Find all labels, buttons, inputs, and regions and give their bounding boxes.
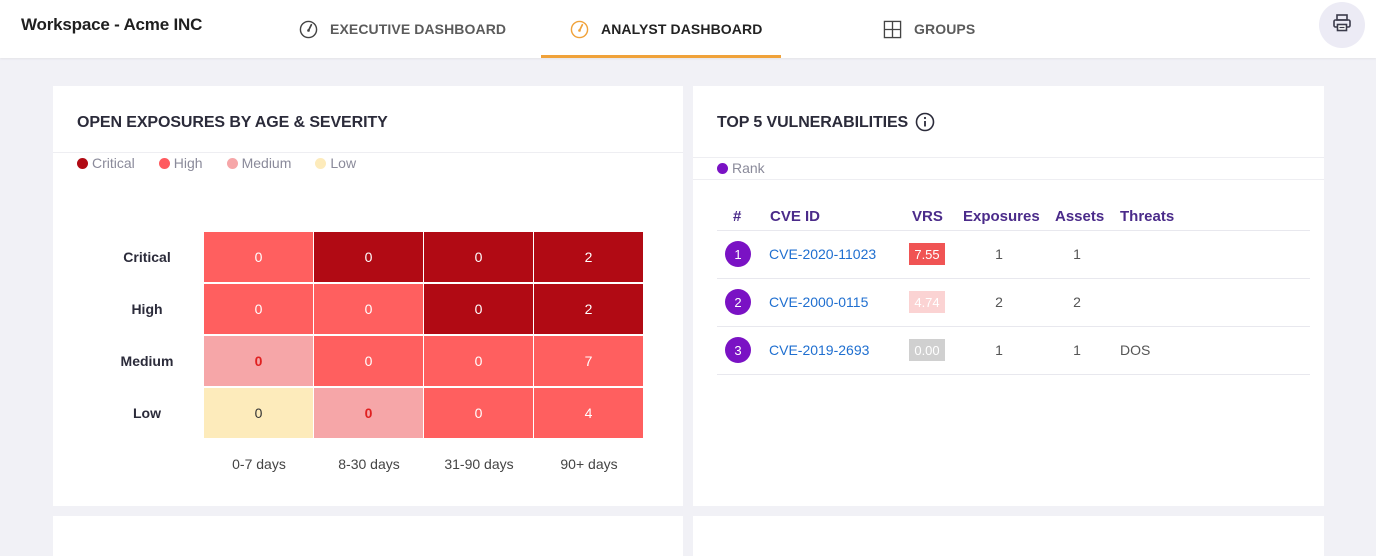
assets-count[interactable]: 2 [1073,294,1081,310]
lower-left-card [53,516,683,556]
legend-item-critical[interactable]: Critical [77,155,135,171]
lower-right-card [693,516,1324,556]
vulnerabilities-legend: Rank [717,160,789,176]
heatmap-cell[interactable]: 2 [534,232,643,282]
heatmap-cell[interactable]: 0 [424,232,533,282]
heatmap-cell[interactable]: 4 [534,388,643,438]
heatmap-cell[interactable]: 0 [204,336,313,386]
legend-swatch [158,157,170,169]
printer-icon [1332,13,1352,38]
tab-label: ANALYST DASHBOARD [601,21,763,37]
row-divider [717,230,1310,231]
cve-link[interactable]: CVE-2019-2693 [769,342,870,358]
rank-badge: 3 [725,337,751,363]
exposures-count[interactable]: 1 [995,342,1003,358]
assets-count[interactable]: 1 [1073,342,1081,358]
threats-value: DOS [1120,342,1151,358]
exposures-count[interactable]: 1 [995,246,1003,262]
vrs-badge: 4.74 [909,291,945,313]
heatmap-cell[interactable]: 0 [204,388,313,438]
legend-label: Critical [92,155,135,171]
column-header-exposures[interactable]: Exposures [963,208,1040,225]
exposures-legend: Critical High Medium Low [77,155,380,171]
tab-executive-dashboard[interactable]: EXECUTIVE DASHBOARD [299,0,506,58]
vrs-badge: 0.00 [909,339,945,361]
heatmap-cell[interactable]: 0 [204,232,313,282]
legend-label: Medium [241,155,292,171]
heatmap-cell[interactable]: 7 [534,336,643,386]
heatmap-row-label: Medium [120,353,174,369]
tab-label: GROUPS [914,21,976,37]
active-tab-indicator [541,55,781,58]
divider [693,157,1324,158]
row-divider [717,278,1310,279]
grid-icon [883,20,902,39]
heatmap-column-label: 31-90 days [444,456,514,472]
tab-analyst-dashboard[interactable]: ANALYST DASHBOARD [570,0,762,58]
heatmap-cell[interactable]: 0 [314,336,423,386]
heatmap-cell[interactable]: 0 [314,284,423,334]
gauge-icon [570,20,589,39]
legend-swatch [717,162,728,174]
heatmap-column-label: 8-30 days [338,456,400,472]
legend-item-medium[interactable]: Medium [226,155,292,171]
heatmap-cell[interactable]: 0 [314,232,423,282]
cve-link[interactable]: CVE-2000-0115 [769,294,869,310]
legend-label: High [173,155,203,171]
legend-item-low[interactable]: Low [315,155,356,171]
legend-swatch [226,157,238,169]
divider [53,152,683,153]
heatmap-cell[interactable]: 0 [424,336,533,386]
column-header-assets[interactable]: Assets [1055,208,1105,225]
row-divider [717,326,1310,327]
heatmap-column-label: 0-7 days [232,456,286,472]
column-header-rank: # [733,208,742,225]
vrs-badge: 7.55 [909,243,945,265]
top-bar: Workspace - Acme INC EXECUTIVE DASHBOARD… [0,0,1376,58]
legend-label: Rank [732,160,765,176]
rank-badge: 1 [725,241,751,267]
info-icon[interactable] [915,112,935,137]
tab-groups[interactable]: GROUPS [883,0,975,58]
exposures-count[interactable]: 2 [995,294,1003,310]
heatmap-cell[interactable]: 0 [314,388,423,438]
print-button[interactable] [1319,2,1365,48]
rank-badge: 2 [725,289,751,315]
heatmap-cell[interactable]: 2 [534,284,643,334]
legend-swatch [315,157,327,169]
row-divider [717,374,1310,375]
legend-item-rank[interactable]: Rank [717,160,765,176]
divider [693,179,1324,180]
heatmap-cell[interactable]: 0 [424,284,533,334]
vulnerabilities-title: TOP 5 VULNERABILITIES [717,114,909,131]
workspace-title: Workspace - Acme INC [21,15,203,34]
column-header-threats[interactable]: Threats [1120,208,1175,225]
heatmap-column-label: 90+ days [560,456,618,472]
heatmap-row-label: Low [133,405,161,421]
heatmap-cell[interactable]: 0 [204,284,313,334]
column-header-cve-id[interactable]: CVE ID [770,208,821,225]
heatmap-cell[interactable]: 0 [424,388,533,438]
tab-label: EXECUTIVE DASHBOARD [330,21,507,37]
gauge-icon [299,20,318,39]
legend-label: Low [330,155,357,171]
cve-link[interactable]: CVE-2020-11023 [769,246,877,262]
exposures-title: OPEN EXPOSURES BY AGE & SEVERITY [77,114,388,131]
legend-swatch [77,157,88,169]
assets-count[interactable]: 1 [1073,246,1081,262]
vulnerabilities-card [693,86,1324,506]
heatmap-row-label: Critical [123,249,171,265]
heatmap-row-label: High [131,301,163,317]
column-header-vrs[interactable]: VRS [912,208,943,225]
legend-item-high[interactable]: High [158,155,203,171]
